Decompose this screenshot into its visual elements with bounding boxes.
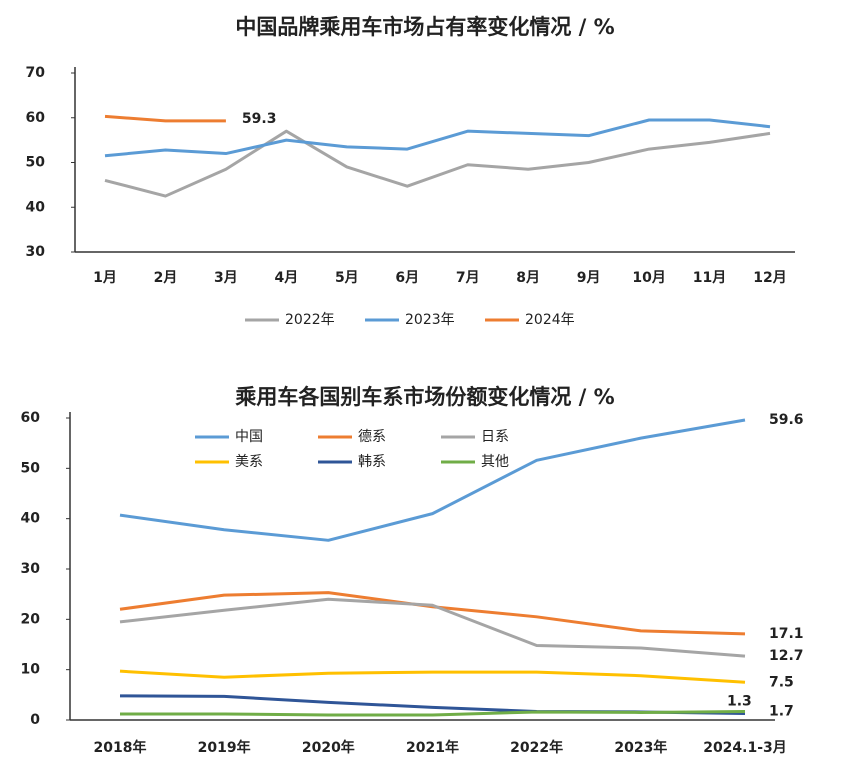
x-tick-label: 2019年 — [198, 739, 251, 756]
data-label: 1.7 — [769, 703, 794, 719]
x-tick-label: 2018年 — [94, 739, 147, 756]
data-label: 7.5 — [769, 674, 794, 690]
x-tick-label: 2021年 — [406, 739, 459, 756]
legend-label: 德系 — [358, 429, 386, 445]
legend-label: 2022年 — [285, 312, 335, 328]
series-line — [119, 418, 746, 542]
x-tick-label: 4月 — [274, 270, 298, 286]
legend-label: 中国 — [235, 429, 263, 445]
y-tick-label: 40 — [21, 511, 41, 527]
x-tick-label: 1月 — [93, 270, 117, 286]
chart-title: 乘用车各国别车系市场份额变化情况 / % — [234, 385, 614, 409]
legend-label: 日系 — [481, 429, 509, 445]
legend-label: 2023年 — [405, 312, 455, 328]
x-tick-label: 2022年 — [510, 739, 563, 756]
y-tick-label: 30 — [21, 561, 41, 577]
y-tick-label: 60 — [21, 410, 41, 426]
x-tick-label: 6月 — [395, 270, 419, 286]
data-label: 12.7 — [769, 648, 804, 664]
y-tick-label: 0 — [30, 712, 40, 728]
x-tick-label: 10月 — [632, 270, 665, 286]
series-line — [119, 669, 746, 684]
chart-title: 中国品牌乘用车市场占有率变化情况 / % — [235, 15, 614, 39]
series-line — [104, 114, 226, 123]
x-tick-label: 2020年 — [302, 739, 355, 756]
y-tick-label: 70 — [26, 65, 46, 81]
series-line — [104, 129, 771, 198]
series-line — [119, 694, 746, 715]
y-tick-label: 60 — [26, 110, 46, 126]
data-label: 17.1 — [769, 626, 804, 642]
y-tick-label: 10 — [21, 662, 41, 678]
series-line — [104, 118, 771, 158]
x-tick-label: 2月 — [154, 270, 178, 286]
series-line — [119, 591, 746, 636]
series-line — [120, 709, 746, 717]
x-tick-label: 11月 — [693, 270, 726, 286]
y-tick-label: 40 — [26, 199, 46, 215]
y-tick-label: 50 — [26, 155, 46, 171]
y-tick-label: 20 — [21, 611, 41, 627]
x-tick-label: 7月 — [456, 270, 480, 286]
legend-label: 美系 — [235, 454, 263, 470]
x-tick-label: 2024.1-3月 — [703, 740, 787, 756]
legend-label: 韩系 — [358, 454, 386, 470]
data-label: 59.6 — [769, 412, 804, 428]
x-tick-label: 5月 — [335, 270, 359, 286]
x-tick-label: 9月 — [577, 270, 601, 286]
data-label: 1.3 — [727, 693, 752, 709]
y-tick-label: 50 — [21, 460, 41, 476]
x-tick-label: 8月 — [516, 270, 540, 286]
x-tick-label: 2023年 — [614, 739, 667, 756]
legend-label: 2024年 — [525, 312, 575, 328]
data-label: 59.3 — [242, 111, 277, 127]
x-tick-label: 3月 — [214, 270, 238, 286]
x-tick-label: 12月 — [753, 270, 786, 286]
series-line — [119, 597, 746, 658]
y-tick-label: 30 — [26, 244, 46, 260]
legend-label: 其他 — [481, 454, 509, 470]
